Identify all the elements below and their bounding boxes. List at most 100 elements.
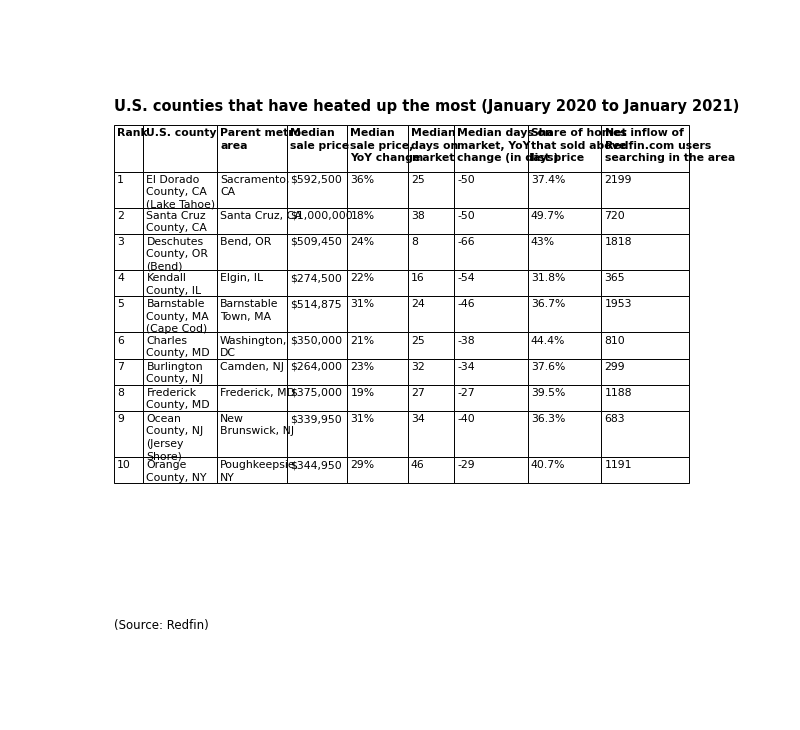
Bar — [602, 385, 689, 411]
Text: Median
days on
market: Median days on market — [410, 128, 458, 164]
Text: $375,000: $375,000 — [290, 388, 342, 398]
Text: 31%: 31% — [350, 414, 374, 424]
Bar — [454, 358, 528, 385]
Text: U.S. county: U.S. county — [146, 128, 217, 139]
Bar — [602, 270, 689, 296]
Text: 1: 1 — [117, 174, 124, 185]
Bar — [408, 172, 454, 208]
Bar — [114, 358, 143, 385]
Bar — [286, 358, 347, 385]
Text: 31.8%: 31.8% — [531, 273, 566, 283]
Bar — [408, 385, 454, 411]
Text: Ocean
County, NJ
(Jersey
Shore): Ocean County, NJ (Jersey Shore) — [146, 414, 204, 461]
Bar — [347, 296, 408, 332]
Text: 10: 10 — [117, 461, 131, 470]
Bar — [217, 296, 286, 332]
Bar — [143, 270, 217, 296]
Bar — [286, 296, 347, 332]
Text: Camden, NJ: Camden, NJ — [220, 362, 284, 372]
Bar — [143, 172, 217, 208]
Text: 25: 25 — [410, 336, 425, 345]
Text: 37.6%: 37.6% — [531, 362, 566, 372]
Text: Parent metro
area: Parent metro area — [220, 128, 302, 151]
Text: 25: 25 — [410, 174, 425, 185]
Text: -38: -38 — [458, 336, 475, 345]
Bar — [602, 126, 689, 172]
Bar — [143, 358, 217, 385]
Bar — [528, 270, 602, 296]
Bar — [528, 126, 602, 172]
Bar — [114, 385, 143, 411]
Bar — [528, 411, 602, 457]
Bar — [602, 296, 689, 332]
Bar — [286, 411, 347, 457]
Bar — [143, 457, 217, 483]
Bar — [286, 385, 347, 411]
Text: $344,950: $344,950 — [290, 461, 342, 470]
Text: -50: -50 — [458, 174, 475, 185]
Bar — [217, 126, 286, 172]
Text: $339,950: $339,950 — [290, 414, 342, 424]
Text: $514,875: $514,875 — [290, 299, 342, 310]
Bar — [602, 208, 689, 234]
Text: 24%: 24% — [350, 237, 374, 247]
Text: 22%: 22% — [350, 273, 374, 283]
Text: Frederick, MD: Frederick, MD — [220, 388, 295, 398]
Text: 1953: 1953 — [605, 299, 632, 310]
Bar — [528, 296, 602, 332]
Text: 29%: 29% — [350, 461, 374, 470]
Text: Median
sale price: Median sale price — [290, 128, 349, 151]
Text: 683: 683 — [605, 414, 625, 424]
Bar — [454, 332, 528, 358]
Text: Charles
County, MD: Charles County, MD — [146, 336, 210, 358]
Text: Kendall
County, IL: Kendall County, IL — [146, 273, 202, 296]
Text: 36%: 36% — [350, 174, 374, 185]
Bar — [454, 126, 528, 172]
Bar — [347, 385, 408, 411]
Bar — [114, 332, 143, 358]
Text: 43%: 43% — [531, 237, 555, 247]
Bar — [602, 172, 689, 208]
Text: Poughkeepsie,
NY: Poughkeepsie, NY — [220, 461, 299, 483]
Bar — [528, 234, 602, 270]
Text: Deschutes
County, OR
(Bend): Deschutes County, OR (Bend) — [146, 237, 209, 272]
Text: 2: 2 — [117, 211, 124, 220]
Bar — [347, 208, 408, 234]
Bar — [454, 270, 528, 296]
Text: 7: 7 — [117, 362, 124, 372]
Bar — [217, 208, 286, 234]
Text: -46: -46 — [458, 299, 475, 310]
Text: 1188: 1188 — [605, 388, 632, 398]
Bar — [114, 208, 143, 234]
Text: 365: 365 — [605, 273, 625, 283]
Text: -29: -29 — [458, 461, 475, 470]
Bar — [143, 126, 217, 172]
Bar — [602, 358, 689, 385]
Bar — [286, 172, 347, 208]
Bar — [602, 234, 689, 270]
Text: Washington,
DC: Washington, DC — [220, 336, 287, 358]
Bar — [286, 457, 347, 483]
Text: 3: 3 — [117, 237, 124, 247]
Text: 18%: 18% — [350, 211, 374, 220]
Bar — [347, 126, 408, 172]
Text: 40.7%: 40.7% — [531, 461, 566, 470]
Bar — [217, 234, 286, 270]
Text: 2199: 2199 — [605, 174, 632, 185]
Bar — [454, 385, 528, 411]
Text: New
Brunswick, NJ: New Brunswick, NJ — [220, 414, 294, 437]
Bar — [347, 234, 408, 270]
Bar — [217, 270, 286, 296]
Bar — [217, 172, 286, 208]
Bar — [286, 126, 347, 172]
Text: 5: 5 — [117, 299, 124, 310]
Text: 24: 24 — [410, 299, 425, 310]
Bar — [454, 457, 528, 483]
Bar — [408, 208, 454, 234]
Bar — [347, 270, 408, 296]
Text: Santa Cruz
County, CA: Santa Cruz County, CA — [146, 211, 207, 233]
Bar — [143, 332, 217, 358]
Bar — [347, 411, 408, 457]
Bar — [528, 332, 602, 358]
Bar — [143, 234, 217, 270]
